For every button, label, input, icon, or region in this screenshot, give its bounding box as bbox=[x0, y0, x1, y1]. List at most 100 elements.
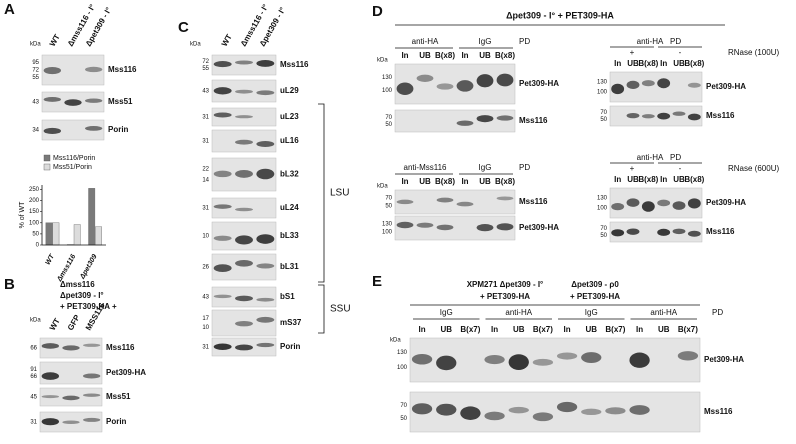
kda-marker: 50 bbox=[600, 117, 607, 123]
band bbox=[484, 354, 505, 365]
kda-marker: 55 bbox=[202, 66, 209, 72]
kda-marker: 31 bbox=[202, 345, 209, 351]
lane-label: UB bbox=[673, 175, 685, 184]
band bbox=[611, 83, 625, 95]
band bbox=[411, 353, 433, 365]
kda-marker: 31 bbox=[30, 420, 37, 426]
kda-marker: 70 bbox=[385, 196, 392, 202]
band bbox=[235, 344, 253, 351]
band bbox=[460, 406, 481, 420]
lane-label: In bbox=[461, 51, 468, 60]
lane-label: B(x8) bbox=[435, 51, 455, 60]
lane-label: UB bbox=[419, 177, 431, 186]
band bbox=[256, 263, 275, 269]
kda-marker: 45 bbox=[30, 395, 37, 401]
lane-label: B(x7) bbox=[678, 325, 698, 334]
kda-marker: 66 bbox=[30, 346, 37, 352]
blot bbox=[609, 105, 703, 127]
lane-label: In bbox=[401, 177, 408, 186]
antibody: IgG bbox=[585, 308, 598, 317]
protein-label: Pet309-HA bbox=[519, 79, 559, 88]
bar bbox=[45, 222, 53, 246]
x-tick-label: Δpet309 bbox=[79, 253, 99, 281]
band bbox=[496, 196, 514, 201]
lane-label: UB bbox=[479, 51, 491, 60]
lane-label: GFP bbox=[66, 313, 82, 332]
lane-label: B(x7) bbox=[533, 325, 553, 334]
kda-marker: 50 bbox=[400, 416, 407, 422]
lane-label: UB bbox=[479, 177, 491, 186]
band bbox=[626, 198, 640, 207]
band bbox=[235, 139, 253, 145]
lane-label: In bbox=[461, 177, 468, 186]
band bbox=[629, 352, 650, 368]
band bbox=[213, 61, 232, 68]
band bbox=[476, 115, 494, 123]
protein-label: bL31 bbox=[280, 262, 299, 271]
lane-label: B(x7) bbox=[460, 325, 480, 334]
band bbox=[256, 168, 275, 180]
band bbox=[213, 264, 232, 272]
band bbox=[687, 230, 701, 237]
protein-label: Mss116 bbox=[519, 116, 548, 125]
y-axis-label: % of WT bbox=[19, 201, 26, 229]
band bbox=[657, 112, 671, 120]
band bbox=[213, 204, 232, 209]
band bbox=[672, 201, 686, 210]
y-tick-label: 100 bbox=[29, 220, 40, 226]
band bbox=[84, 66, 103, 73]
kda-marker: 31 bbox=[202, 139, 209, 145]
protein-label: uL16 bbox=[280, 136, 299, 145]
kda-marker: 130 bbox=[597, 196, 608, 202]
band bbox=[396, 82, 414, 95]
lane-label: WT bbox=[48, 317, 62, 332]
lane-label: B(x8) bbox=[684, 59, 704, 68]
protein-label: Mss116 bbox=[704, 407, 733, 416]
rnase: RNase (100U) bbox=[728, 48, 779, 57]
lane-label: UB bbox=[673, 59, 685, 68]
group-label: LSU bbox=[330, 188, 349, 199]
kda-marker: 72 bbox=[202, 59, 209, 65]
protein-label: Porin bbox=[106, 417, 127, 426]
band bbox=[411, 403, 433, 415]
band bbox=[496, 115, 514, 121]
kda-marker: 100 bbox=[382, 88, 393, 94]
kda-marker: 70 bbox=[600, 110, 607, 116]
lane-label: B(x8) bbox=[495, 177, 515, 186]
lane-label: B(x8) bbox=[638, 175, 658, 184]
band bbox=[43, 127, 62, 135]
band bbox=[235, 60, 253, 65]
band bbox=[581, 408, 602, 416]
strain: + PET309-HA bbox=[480, 292, 530, 301]
sign: + bbox=[630, 48, 635, 57]
sign: - bbox=[679, 164, 682, 173]
band bbox=[213, 170, 232, 178]
kda-marker: 130 bbox=[382, 222, 393, 228]
protein-label: Porin bbox=[108, 125, 129, 134]
band bbox=[436, 197, 454, 203]
band bbox=[605, 407, 626, 415]
lane-label: UB bbox=[440, 325, 452, 334]
sign: - bbox=[679, 48, 682, 57]
lane-label: B(x8) bbox=[495, 51, 515, 60]
band bbox=[626, 80, 640, 90]
blot bbox=[394, 63, 516, 105]
band bbox=[687, 82, 701, 88]
protein-label: Mss51 bbox=[106, 392, 131, 401]
band bbox=[436, 224, 454, 231]
band bbox=[532, 358, 554, 366]
band bbox=[508, 354, 529, 370]
band bbox=[687, 198, 701, 209]
protein-label: Mss116 bbox=[108, 65, 137, 74]
y-tick-label: 250 bbox=[29, 187, 40, 193]
band bbox=[641, 80, 655, 87]
protein-label: uL23 bbox=[280, 112, 299, 121]
band bbox=[41, 418, 60, 426]
protein-label: Pet309-HA bbox=[519, 223, 559, 232]
band bbox=[416, 222, 434, 228]
y-tick-label: 150 bbox=[29, 209, 40, 215]
antibody: anti-HA bbox=[412, 37, 439, 46]
blot bbox=[609, 71, 703, 103]
label: kDa bbox=[377, 58, 388, 64]
